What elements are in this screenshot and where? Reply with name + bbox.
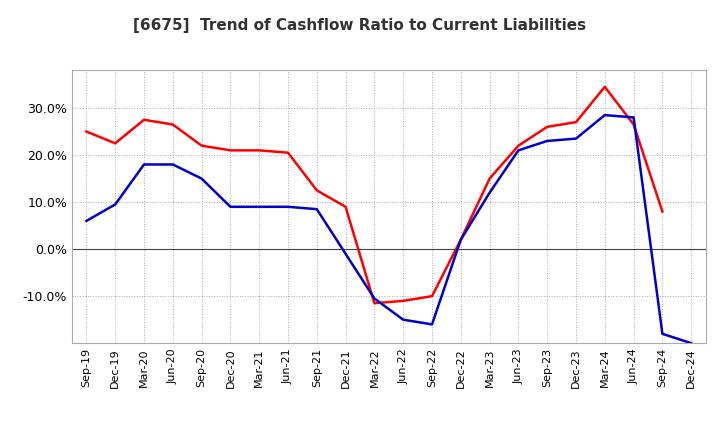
Operating CF to Current Liabilities	[572, 120, 580, 125]
Free CF to Current Liabilities	[485, 190, 494, 195]
Free CF to Current Liabilities	[572, 136, 580, 141]
Operating CF to Current Liabilities	[485, 176, 494, 181]
Operating CF to Current Liabilities	[226, 148, 235, 153]
Free CF to Current Liabilities	[629, 115, 638, 120]
Operating CF to Current Liabilities	[197, 143, 206, 148]
Operating CF to Current Liabilities	[370, 301, 379, 306]
Free CF to Current Liabilities	[428, 322, 436, 327]
Operating CF to Current Liabilities	[399, 298, 408, 304]
Operating CF to Current Liabilities	[168, 122, 177, 127]
Operating CF to Current Liabilities	[312, 188, 321, 193]
Free CF to Current Liabilities	[82, 218, 91, 224]
Operating CF to Current Liabilities	[428, 293, 436, 299]
Operating CF to Current Liabilities	[284, 150, 292, 155]
Text: [6675]  Trend of Cashflow Ratio to Current Liabilities: [6675] Trend of Cashflow Ratio to Curren…	[133, 18, 587, 33]
Free CF to Current Liabilities	[197, 176, 206, 181]
Free CF to Current Liabilities	[226, 204, 235, 209]
Free CF to Current Liabilities	[312, 206, 321, 212]
Operating CF to Current Liabilities	[255, 148, 264, 153]
Free CF to Current Liabilities	[514, 148, 523, 153]
Free CF to Current Liabilities	[255, 204, 264, 209]
Free CF to Current Liabilities	[370, 296, 379, 301]
Free CF to Current Liabilities	[341, 251, 350, 257]
Operating CF to Current Liabilities	[341, 204, 350, 209]
Operating CF to Current Liabilities	[140, 117, 148, 122]
Operating CF to Current Liabilities	[600, 84, 609, 89]
Free CF to Current Liabilities	[543, 138, 552, 143]
Operating CF to Current Liabilities	[111, 141, 120, 146]
Free CF to Current Liabilities	[600, 113, 609, 118]
Free CF to Current Liabilities	[658, 331, 667, 337]
Operating CF to Current Liabilities	[82, 129, 91, 134]
Free CF to Current Liabilities	[687, 341, 696, 346]
Free CF to Current Liabilities	[284, 204, 292, 209]
Free CF to Current Liabilities	[168, 162, 177, 167]
Free CF to Current Liabilities	[111, 202, 120, 207]
Line: Free CF to Current Liabilities: Free CF to Current Liabilities	[86, 115, 691, 343]
Operating CF to Current Liabilities	[543, 124, 552, 129]
Free CF to Current Liabilities	[456, 237, 465, 242]
Operating CF to Current Liabilities	[658, 209, 667, 214]
Operating CF to Current Liabilities	[456, 237, 465, 242]
Free CF to Current Liabilities	[399, 317, 408, 323]
Operating CF to Current Liabilities	[514, 143, 523, 148]
Free CF to Current Liabilities	[140, 162, 148, 167]
Operating CF to Current Liabilities	[629, 122, 638, 127]
Line: Operating CF to Current Liabilities: Operating CF to Current Liabilities	[86, 87, 662, 303]
